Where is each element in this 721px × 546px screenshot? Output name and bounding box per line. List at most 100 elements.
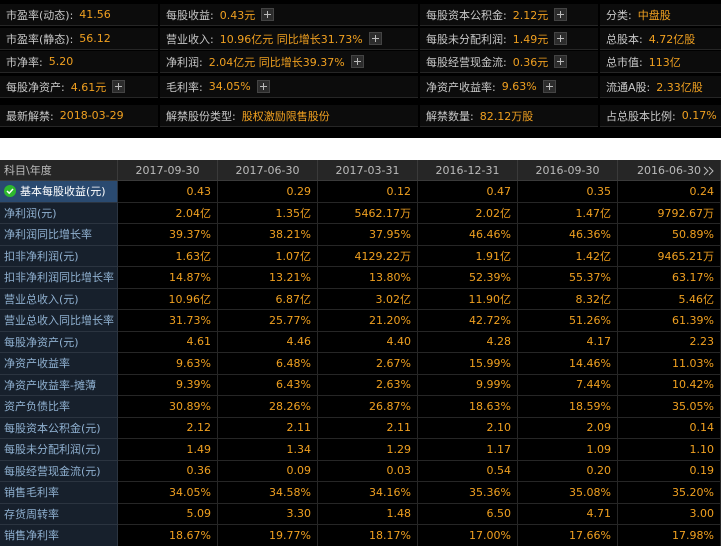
add-button[interactable] (350, 55, 364, 68)
add-button[interactable] (542, 80, 556, 93)
cell-value: 6.50 (418, 503, 518, 525)
cell-value: 35.08% (518, 482, 618, 504)
cell-value: 17.00% (418, 525, 518, 546)
summary-value: 2.12元 (512, 8, 549, 22)
cell-value: 0.43 (118, 181, 218, 203)
cell-value: 42.72% (418, 310, 518, 332)
cell-value: 2.63% (318, 374, 418, 396)
row-label: 每股资本公积金(元) (0, 417, 118, 439)
cell-value: 4.28 (418, 331, 518, 353)
cell-value: 25.77% (218, 310, 318, 332)
cell-value: 4.71 (518, 503, 618, 525)
add-button[interactable] (261, 8, 275, 21)
summary-cell: 营业收入: 10.96亿元 同比增长31.73% (160, 28, 418, 50)
add-button[interactable] (368, 32, 382, 45)
cell-value: 0.36 (118, 460, 218, 482)
cell-value: 31.73% (118, 310, 218, 332)
next-arrow[interactable] (702, 164, 716, 178)
cell-value: 17.98% (618, 525, 721, 546)
summary-label: 总股本: (606, 32, 643, 46)
cell-value: 0.54 (418, 460, 518, 482)
column-header: 2016-12-31 (418, 160, 518, 181)
cell-value: 2.09 (518, 417, 618, 439)
summary-value: 0.36元 (512, 55, 549, 69)
row-label: 基本每股收益(元) (0, 181, 118, 203)
summary-value: 82.12万股 (479, 109, 534, 123)
cell-value: 35.05% (618, 396, 721, 418)
summary-cell: 市净率: 5.20 (0, 51, 158, 73)
cell-value: 2.67% (318, 353, 418, 375)
cell-value: 13.21% (218, 267, 318, 289)
cell-value: 0.09 (218, 460, 318, 482)
summary-value: 10.96亿元 同比增长31.73% (219, 32, 363, 46)
cell-value: 3.30 (218, 503, 318, 525)
summary-value: 2.33亿股 (656, 80, 703, 94)
cell-value: 10.96亿 (118, 288, 218, 310)
row-label: 净资产收益率 (0, 353, 118, 375)
cell-value: 2.23 (618, 331, 721, 353)
cell-value: 0.20 (518, 460, 618, 482)
row-label-text: 基本每股收益(元) (20, 185, 106, 199)
add-button[interactable] (256, 80, 270, 93)
summary-value: 56.12 (79, 32, 111, 45)
summary-value: 0.17% (681, 109, 717, 122)
cell-value: 3.00 (618, 503, 721, 525)
cell-value: 5.46亿 (618, 288, 721, 310)
cell-value: 37.95% (318, 224, 418, 246)
plus-icon (264, 11, 272, 18)
row-label-text: 净资产收益率-摊薄 (4, 378, 96, 392)
summary-cell: 每股经营现金流: 0.36元 (420, 51, 598, 73)
summary-value: 中盘股 (637, 8, 671, 22)
row-label-text: 扣非净利润同比增长率 (4, 271, 114, 285)
cell-value: 2.02亿 (418, 202, 518, 224)
row-label-text: 销售净利率 (4, 529, 59, 543)
cell-value: 4129.22万 (318, 245, 418, 267)
cell-value: 1.49 (118, 439, 218, 461)
cell-value: 2.12 (118, 417, 218, 439)
cell-value: 14.46% (518, 353, 618, 375)
cell-value: 21.20% (318, 310, 418, 332)
cell-value: 0.29 (218, 181, 318, 203)
column-header: 科目\年度 (0, 160, 118, 181)
row-label: 每股未分配利润(元) (0, 439, 118, 461)
summary-cell: 流通A股: 2.33亿股 (600, 76, 721, 98)
cell-value: 35.36% (418, 482, 518, 504)
cell-value: 61.39% (618, 310, 721, 332)
cell-value: 18.59% (518, 396, 618, 418)
summary-value: 4.72亿股 (648, 32, 696, 46)
cell-value: 1.09 (518, 439, 618, 461)
summary-value: 股权激励限售股份 (241, 109, 330, 123)
plus-icon (557, 58, 565, 65)
summary-cell: 每股未分配利润: 1.49元 (420, 28, 598, 50)
add-button[interactable] (554, 8, 568, 21)
add-button[interactable] (554, 32, 568, 45)
cell-value: 26.87% (318, 396, 418, 418)
cell-value: 0.12 (318, 181, 418, 203)
add-button[interactable] (112, 80, 126, 93)
summary-label: 分类: (606, 8, 632, 22)
row-label: 每股净资产(元) (0, 331, 118, 353)
add-button[interactable] (554, 55, 568, 68)
summary-value: 9.63% (501, 80, 537, 93)
cell-value: 14.87% (118, 267, 218, 289)
cell-value: 7.44% (518, 374, 618, 396)
summary-label: 市盈率(动态): (6, 8, 74, 22)
cell-value: 0.47 (418, 181, 518, 203)
plus-icon (545, 83, 553, 90)
cell-value: 35.20% (618, 482, 721, 504)
summary-cell: 总股本: 4.72亿股 (600, 28, 721, 50)
cell-value: 34.58% (218, 482, 318, 504)
cell-value: 1.91亿 (418, 245, 518, 267)
cell-value: 1.10 (618, 439, 721, 461)
row-label: 净利润(元) (0, 202, 118, 224)
cell-value: 2.11 (218, 417, 318, 439)
cell-value: 0.03 (318, 460, 418, 482)
row-label-text: 每股净资产(元) (4, 335, 79, 349)
cell-value: 1.48 (318, 503, 418, 525)
summary-value: 2.04亿元 同比增长39.37% (208, 55, 345, 69)
cell-value: 1.17 (418, 439, 518, 461)
cell-value: 11.03% (618, 353, 721, 375)
cell-value: 9.63% (118, 353, 218, 375)
summary-label: 市净率: (6, 55, 43, 69)
column-header: 2016-06-30 (618, 160, 721, 181)
